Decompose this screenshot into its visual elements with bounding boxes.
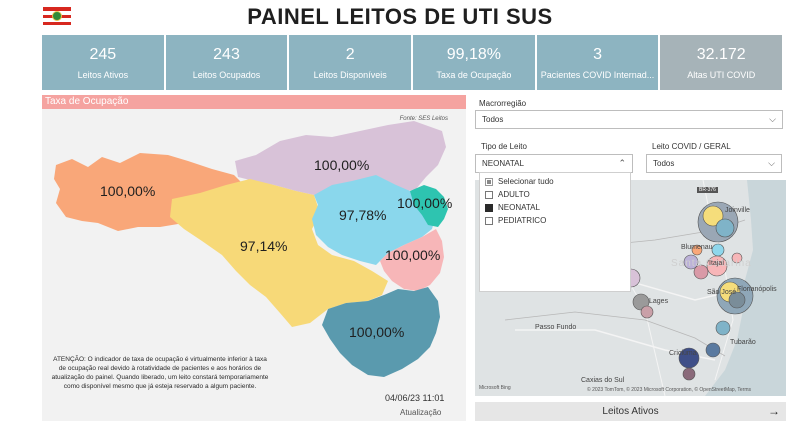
region-center-east[interactable] [312,175,436,265]
option-label: PEDIATRICO [498,216,547,225]
kpi-altas-uti-covid[interactable]: 32.172 Altas UTI COVID [660,35,783,90]
city-label: Passo Fundo [535,324,577,331]
region-east[interactable] [380,229,444,291]
region-south-value: 100,00% [349,324,405,340]
bubble-blumenau [691,244,703,256]
region-north-coast[interactable] [410,185,448,227]
city-label: Criciúma [669,350,697,357]
option-label: NEONATAL [498,203,540,212]
checkbox-icon [485,191,493,199]
filter-label-macrorregiao: Macrorregião [479,99,527,108]
kpi-leitos-ocupados[interactable]: 243 Leitos Ocupados [165,35,288,90]
kpi-value: 2 [345,45,355,63]
kpi-label: Pacientes COVID Internad... [540,69,655,80]
leitos-ativos-button[interactable]: Leitos Ativos → [475,402,786,421]
region-east-value: 100,00% [385,247,441,263]
button-label: Leitos Ativos [602,406,659,417]
bubble-itajai [711,243,725,257]
kpi-value: 3 [593,45,602,63]
checkbox-icon [485,204,493,212]
kpi-value: 99,18% [446,45,501,63]
tipo-leito-dropdown[interactable]: NEONATAL ⌃ [475,154,633,173]
map-attribution[interactable]: © 2023 TomTom, © 2023 Microsoft Corporat… [587,387,751,393]
option-select-all[interactable]: Selecionar tudo [485,177,554,187]
option-pediatrico[interactable]: PEDIATRICO [485,216,546,226]
kpi-row: 245 Leitos Ativos 243 Leitos Ocupados 2 … [42,35,783,90]
bubble-tubarao [715,320,731,336]
option-adulto[interactable]: ADULTO [485,190,530,200]
region-center[interactable] [170,179,388,327]
kpi-label: Altas UTI COVID [687,69,756,80]
region-north-center[interactable] [235,121,446,195]
region-center-value: 97,14% [240,238,288,254]
update-timestamp: 04/06/23 11:01 [385,393,445,403]
option-label: ADULTO [498,190,530,199]
kpi-value: 32.172 [696,45,746,63]
attention-note: ATENÇÃO: O indicador de taxa de ocupação… [51,356,269,390]
source-note: Fonte: SES Leitos [399,116,448,122]
kpi-value: 245 [89,45,117,63]
update-label: Atualização [400,408,442,417]
city-label: Itajaí [709,260,725,267]
bing-logo: Microsoft Bing [479,385,511,391]
option-label: Selecionar tudo [498,177,554,186]
checkbox-icon [485,178,493,186]
region-north-coast-value: 100,00% [397,195,453,211]
city-label: Lages [649,298,669,305]
kpi-taxa-ocupacao[interactable]: 99,18% Taxa de Ocupação [413,35,535,90]
city-label: Joinville [725,207,750,214]
city-label: Blumenau [681,244,713,251]
kpi-label: Leitos Ocupados [192,69,261,80]
road-label: BR-376 [697,187,718,193]
chevron-up-icon: ⌃ [618,158,626,168]
region-south[interactable] [322,287,440,377]
city-label: Florianópolis [737,286,777,293]
chevron-down-icon: ⌵ [768,158,775,168]
kpi-value: 243 [213,45,240,63]
chevron-down-icon: ⌵ [769,114,776,124]
city-label: São José [707,289,737,296]
filter-label-leito-covid: Leito COVID / GERAL [652,142,731,151]
state-label: Santa Catarina [671,258,752,269]
checkbox-icon [485,217,493,225]
city-label: Caxias do Sul [581,377,625,384]
tipo-leito-options: Selecionar tudo ADULTO NEONATAL PEDIATRI… [479,172,631,292]
page-title: PAINEL LEITOS DE UTI SUS [247,4,553,29]
state-flag-icon [43,7,71,25]
region-west-value: 100,00% [100,183,156,199]
region-map [54,121,448,377]
kpi-leitos-disponiveis[interactable]: 2 Leitos Disponíveis [289,35,412,90]
macrorregiao-dropdown[interactable]: Todos ⌵ [475,110,783,129]
kpi-label: Taxa de Ocupação [436,69,512,80]
region-center-east-value: 97,78% [339,207,387,223]
arrow-right-icon: → [768,404,780,418]
city-label: Tubarão [730,339,756,346]
kpi-label: Leitos Ativos [77,69,129,80]
filter-label-tipo-leito: Tipo de Leito [481,142,527,151]
dropdown-value: NEONATAL [482,159,524,168]
dropdown-value: Todos [653,159,675,168]
kpi-label: Leitos Disponíveis [313,69,387,80]
kpi-pacientes-covid[interactable]: 3 Pacientes COVID Internad... [536,35,659,90]
leito-covid-dropdown[interactable]: Todos ⌵ [646,154,782,173]
kpi-leitos-ativos[interactable]: 245 Leitos Ativos [42,35,164,90]
bubble-lages [632,293,650,311]
dropdown-value: Todos [482,115,504,124]
panel-header: Taxa de Ocupação [42,95,466,109]
option-neonatal[interactable]: NEONATAL [485,203,540,213]
region-north-center-value: 100,00% [314,157,370,173]
occupancy-map-panel: Taxa de Ocupação Fonte: SES Leitos 100,0… [42,95,466,421]
